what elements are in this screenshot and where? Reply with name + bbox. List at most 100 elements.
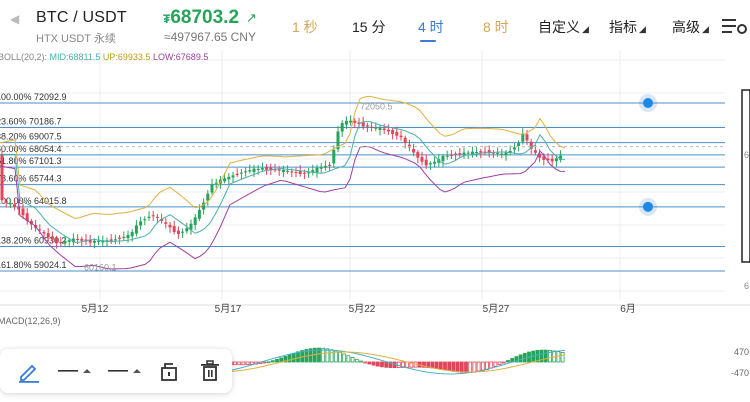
candle-body xyxy=(554,158,558,162)
macd-histogram-bar xyxy=(468,361,473,373)
candle-body xyxy=(512,147,516,150)
tab-1s[interactable]: 1 秒 xyxy=(292,19,318,35)
candle-body xyxy=(391,130,395,134)
candle-body xyxy=(416,152,420,158)
candle-body xyxy=(302,172,306,174)
x-axis-label: 5月22 xyxy=(349,303,376,315)
macd-histogram-bar xyxy=(455,361,460,373)
macd-legend: MACD(12,26,9) xyxy=(0,316,61,326)
line-width-icon[interactable] xyxy=(106,359,146,383)
macd-histogram-bar xyxy=(291,352,296,363)
macd-histogram-bar xyxy=(422,361,426,368)
fib-anchor-handle[interactable] xyxy=(643,98,653,108)
macd-histogram-bar xyxy=(409,361,414,368)
fib-level-label: 161.80% 59024.1 xyxy=(0,260,67,270)
back-arrow-icon[interactable]: ◀ xyxy=(10,12,20,26)
candle-body xyxy=(328,164,332,166)
candle-body xyxy=(441,155,445,162)
macd-histogram-bar xyxy=(354,358,359,363)
low-price-annotation: 60160.1 xyxy=(84,262,117,272)
candle-body xyxy=(525,134,529,141)
macd-histogram-bar xyxy=(518,354,523,363)
right-axis-label: 6 xyxy=(744,150,749,160)
candle-body xyxy=(4,200,8,203)
candle-body xyxy=(542,156,546,160)
candle-body xyxy=(500,153,504,155)
candle-body xyxy=(281,169,285,173)
boll-legend: BOLL(20,2): MID:68811.5 UP:69933.5 LOW:6… xyxy=(0,52,208,62)
lock-icon[interactable] xyxy=(157,359,181,383)
tab-15m[interactable]: 15 分 xyxy=(352,19,386,35)
macd-histogram-bar xyxy=(262,361,267,364)
tab-advanced[interactable]: 高级 ◢ xyxy=(672,17,709,37)
candle-body xyxy=(378,127,382,130)
candle-body xyxy=(458,153,462,155)
candle-body xyxy=(550,158,554,162)
macd-histogram-bar xyxy=(375,361,380,367)
candlestick-chart[interactable]: 100.00% 72092.9 23.60% 70186.7 38.20% 6900… xyxy=(0,50,750,402)
candle-body xyxy=(298,170,302,175)
candle-body xyxy=(8,203,12,205)
candle-body xyxy=(344,120,348,125)
macd-histogram-bar xyxy=(401,361,405,368)
active-tab-underline xyxy=(420,40,436,42)
macd-histogram-bar xyxy=(266,361,271,364)
macd-histogram-bar xyxy=(506,360,510,363)
candle-body xyxy=(546,158,550,161)
candle-body xyxy=(273,169,277,171)
candle-body xyxy=(223,178,227,182)
macd-histogram-bar xyxy=(363,361,368,364)
macd-histogram-bar xyxy=(270,360,275,363)
candle-body xyxy=(235,173,239,176)
candle-body xyxy=(202,202,206,210)
tab-8h[interactable]: 8 时 xyxy=(483,19,509,35)
candle-body xyxy=(340,123,344,132)
candle-body xyxy=(277,169,281,171)
fib-level-label: 78.60% 65744.3 xyxy=(0,174,62,184)
macd-histogram-bar xyxy=(556,351,561,363)
candle-body xyxy=(420,156,424,162)
macd-histogram-bar xyxy=(430,361,435,369)
candle-body xyxy=(248,170,252,172)
macd-histogram-bar xyxy=(493,361,498,367)
candle-body xyxy=(122,236,126,239)
pen-icon[interactable] xyxy=(16,359,42,383)
candle-body xyxy=(29,220,33,225)
candle-body xyxy=(185,228,189,232)
macd-histogram-bar xyxy=(275,358,279,363)
candle-body xyxy=(466,152,470,154)
boll-legend-item: BOLL(20,2): xyxy=(0,52,47,62)
candle-body xyxy=(139,221,143,226)
macd-histogram-bar xyxy=(342,353,347,363)
candle-body xyxy=(529,141,533,149)
candle-body xyxy=(134,225,138,234)
boll-lower-line xyxy=(0,145,566,270)
line-style-icon[interactable] xyxy=(56,359,96,383)
boll-legend-item: LOW:67689.5 xyxy=(150,52,208,62)
macd-histogram-bar xyxy=(459,361,464,373)
trash-icon[interactable] xyxy=(198,359,222,383)
candle-body xyxy=(424,159,428,166)
candle-body xyxy=(412,149,416,153)
pair-title[interactable]: BTC / USDT xyxy=(36,9,127,26)
tab-indicators[interactable]: 指标 ◢ xyxy=(609,17,646,37)
candle-body xyxy=(71,238,75,243)
right-axis-label: 6 xyxy=(744,281,749,291)
candle-body xyxy=(168,224,172,228)
candle-body xyxy=(496,152,500,154)
x-axis-label: 6月 xyxy=(620,303,636,315)
tab-custom[interactable]: 自定义 ◢ xyxy=(538,17,589,37)
fib-level-label: 38.20% 69007.5 xyxy=(0,132,62,142)
candle-body xyxy=(113,239,117,241)
macd-histogram-bar xyxy=(241,361,246,366)
macd-histogram-bar xyxy=(317,347,321,363)
macd-histogram-bar xyxy=(237,361,242,366)
macd-histogram-bar xyxy=(543,349,548,363)
tab-4h[interactable]: 4 时 xyxy=(418,19,444,35)
tab-custom-label: 自定义 xyxy=(538,19,580,35)
settings-menu-icon[interactable] xyxy=(722,16,750,36)
candle-body xyxy=(176,230,180,235)
macd-histogram-bar xyxy=(539,349,544,363)
fib-anchor-handle[interactable] xyxy=(643,201,653,212)
macd-histogram-bar xyxy=(359,360,363,363)
